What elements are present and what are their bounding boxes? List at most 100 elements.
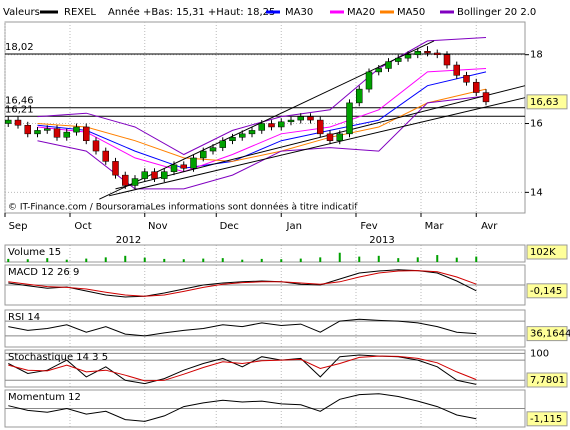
overlay-line xyxy=(37,71,487,169)
level-label: 16,46 xyxy=(5,96,34,107)
level-label: 18,02 xyxy=(5,42,34,53)
panel-title: Momentum 12 xyxy=(8,392,81,403)
volume-bar xyxy=(124,255,127,262)
last-value-label: -0,145 xyxy=(530,286,562,297)
volume-bar xyxy=(397,258,400,262)
candle-body xyxy=(209,147,217,152)
candle-body xyxy=(414,51,421,55)
candle-body xyxy=(5,119,12,124)
candle-body xyxy=(248,130,256,135)
legend-label: MA50 xyxy=(397,7,425,18)
candle-body xyxy=(482,92,490,103)
candle-body xyxy=(53,128,61,138)
volume-bar xyxy=(163,258,166,262)
candle-body xyxy=(424,51,431,54)
panel-frame xyxy=(4,349,526,388)
last-value-label: 7,7801 xyxy=(530,375,565,386)
last-value-box xyxy=(526,326,568,342)
candle-body xyxy=(190,157,197,169)
band-lower xyxy=(37,95,487,190)
volume-bar xyxy=(280,259,283,262)
candle-body xyxy=(365,71,373,90)
candle-body xyxy=(346,102,353,135)
volume-bar xyxy=(221,258,224,262)
volume-bar xyxy=(85,258,88,262)
y-tick-label: 18 xyxy=(530,50,543,61)
x-tick-label: Avr xyxy=(481,221,498,232)
last-value-box xyxy=(526,244,568,260)
overlay-line xyxy=(37,37,487,156)
last-value-label: 102K xyxy=(530,247,556,258)
volume-bar xyxy=(143,257,146,262)
candle-body xyxy=(326,133,334,141)
volume-bar xyxy=(319,257,322,262)
volume-bar xyxy=(260,258,263,262)
x-tick-label: Oct xyxy=(74,221,91,232)
source: © IT-Finance.com / BoursoramaLes informa… xyxy=(8,202,358,213)
candle-body xyxy=(356,88,363,104)
legend-label: Bollinger 20 2.0 xyxy=(457,7,536,18)
candle-body xyxy=(131,178,139,186)
candle-body xyxy=(83,126,90,141)
candle-body xyxy=(258,123,265,131)
volume-bar xyxy=(455,257,458,262)
panel-title: Volume 15 xyxy=(8,247,61,258)
volume-bar xyxy=(65,259,68,262)
x-tick-label: Jan xyxy=(286,221,302,232)
candle-body xyxy=(463,75,470,83)
last-value-box xyxy=(526,411,568,427)
indicator-line xyxy=(8,355,477,382)
candle-body xyxy=(112,161,119,176)
candle-body xyxy=(200,150,207,159)
candle-body xyxy=(268,123,275,128)
candle-body xyxy=(287,119,295,123)
volume-bar xyxy=(299,258,302,262)
volume-bar xyxy=(202,258,205,262)
candle-body xyxy=(102,150,109,162)
x-tick-label: Mar xyxy=(425,221,445,232)
candle-body xyxy=(73,126,80,133)
legend-label: MA30 xyxy=(285,7,313,18)
candle-body xyxy=(404,54,412,59)
volume-bar xyxy=(182,259,185,262)
candle-body xyxy=(297,116,304,121)
last-value-label: 36,1644 xyxy=(530,329,570,340)
indicator-line xyxy=(8,270,477,297)
legend-label: Valeurs xyxy=(3,7,40,18)
candle-body xyxy=(24,124,31,135)
candle-body xyxy=(14,119,22,126)
volume-bar xyxy=(7,258,10,262)
candle-body xyxy=(239,133,246,138)
panel-title: Stochastique 14 3 5 xyxy=(8,352,108,363)
volume-bar xyxy=(241,259,244,262)
candle-body xyxy=(34,130,41,135)
volume-bar xyxy=(104,257,107,262)
last-value-box xyxy=(526,94,568,110)
y-tick-label: 100 xyxy=(530,348,549,359)
candle-body xyxy=(336,133,343,141)
volume-bar xyxy=(416,257,419,262)
candle-body xyxy=(434,52,441,55)
candle-body xyxy=(453,64,460,76)
panel-frame xyxy=(4,244,526,263)
y-tick-label: 16 xyxy=(530,119,543,130)
indicator-line xyxy=(8,269,477,298)
overlay-line xyxy=(37,88,487,162)
candle-body xyxy=(375,68,382,73)
panel-title: MACD 12 26 9 xyxy=(8,267,79,278)
volume-bar xyxy=(436,255,439,262)
trend-line xyxy=(108,97,526,197)
candle-body xyxy=(151,171,158,179)
subtitle: Année +Bas: 15,31 +Haut: 18,25 xyxy=(108,6,275,18)
volume-bar xyxy=(46,258,49,262)
x-tick-label: Sep xyxy=(9,221,28,232)
candle-body xyxy=(278,121,285,128)
volume-bar xyxy=(26,259,29,262)
year-label: 2012 xyxy=(116,235,141,246)
last-value-label: -1,115 xyxy=(530,414,562,425)
last-value-box xyxy=(526,372,568,388)
last-value-label: 16,63 xyxy=(530,97,559,108)
indicator-line xyxy=(8,393,477,422)
candle-body xyxy=(92,140,100,152)
